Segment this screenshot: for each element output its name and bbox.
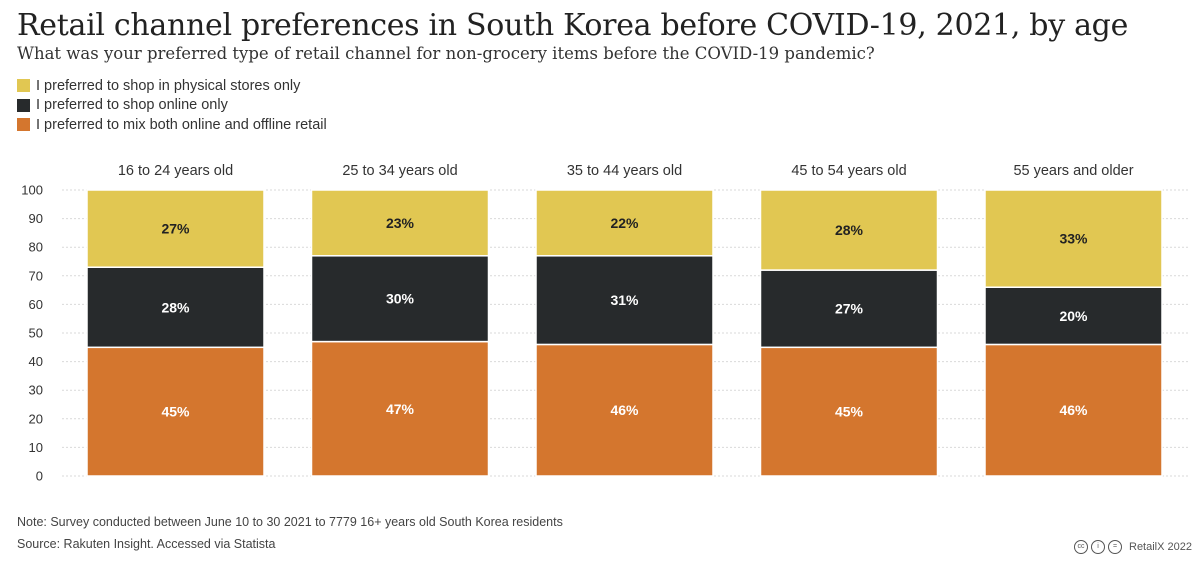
legend-item-online: I preferred to shop online only bbox=[17, 96, 327, 116]
chart-title: Retail channel preferences in South Kore… bbox=[17, 8, 1129, 43]
y-tick-label-20: 20 bbox=[29, 411, 43, 426]
bar-segment-4-2 bbox=[984, 189, 1163, 288]
category-label-2: 35 to 44 years old bbox=[567, 163, 682, 179]
bar-segment-3-2 bbox=[759, 189, 939, 271]
credit: cc i = RetailX 2022 bbox=[1074, 540, 1192, 554]
category-label-3: 45 to 54 years old bbox=[791, 163, 906, 179]
bar-segment-0-2 bbox=[86, 189, 265, 268]
bar-segment-2-2 bbox=[535, 189, 714, 257]
category-label-0: 16 to 24 years old bbox=[118, 163, 233, 179]
data-label-2-0: 46% bbox=[610, 402, 639, 418]
data-label-4-0: 46% bbox=[1059, 402, 1088, 418]
data-label-1-2: 23% bbox=[386, 215, 415, 231]
y-tick-label-0: 0 bbox=[36, 469, 43, 484]
category-label-1: 25 to 34 years old bbox=[342, 163, 457, 179]
legend-item-mixed: I preferred to mix both online and offli… bbox=[17, 115, 327, 135]
bar-segment-2-1 bbox=[535, 255, 714, 346]
bar-segment-3-0 bbox=[759, 346, 939, 477]
bar-segment-0-0 bbox=[86, 346, 265, 477]
attribution-icon: i bbox=[1091, 540, 1105, 554]
bar-segment-1-0 bbox=[310, 340, 490, 477]
data-label-0-1: 28% bbox=[161, 299, 190, 315]
data-label-3-2: 28% bbox=[835, 222, 864, 238]
bar-segment-4-0 bbox=[984, 343, 1163, 477]
bar-segment-3-1 bbox=[759, 269, 939, 349]
legend-swatch-online bbox=[17, 98, 30, 112]
no-derivatives-icon: = bbox=[1108, 540, 1122, 554]
creative-commons-icon: cc bbox=[1074, 540, 1088, 554]
data-label-2-1: 31% bbox=[610, 292, 639, 308]
data-label-1-1: 30% bbox=[386, 291, 415, 307]
bar-segment-1-1 bbox=[310, 255, 490, 343]
legend-swatch-physical bbox=[17, 79, 30, 93]
data-label-4-1: 20% bbox=[1059, 308, 1088, 324]
data-label-4-2: 33% bbox=[1059, 231, 1088, 247]
y-tick-label-60: 60 bbox=[29, 297, 43, 312]
y-tick-label-30: 30 bbox=[29, 383, 43, 398]
y-tick-label-50: 50 bbox=[29, 326, 43, 341]
y-tick-label-80: 80 bbox=[29, 240, 43, 255]
legend-swatch-mixed bbox=[17, 118, 30, 132]
data-label-3-1: 27% bbox=[835, 301, 864, 317]
legend-label-mixed: I preferred to mix both online and offli… bbox=[36, 116, 327, 133]
data-label-0-0: 45% bbox=[161, 404, 190, 420]
y-tick-label-100: 100 bbox=[21, 183, 43, 198]
legend: I preferred to shop in physical stores o… bbox=[17, 76, 327, 135]
y-tick-label-10: 10 bbox=[29, 440, 43, 455]
y-tick-label-40: 40 bbox=[29, 354, 43, 369]
footnote: Note: Survey conducted between June 10 t… bbox=[17, 515, 563, 529]
chart-subtitle: What was your preferred type of retail c… bbox=[17, 44, 875, 63]
legend-label-physical: I preferred to shop in physical stores o… bbox=[36, 77, 301, 94]
credit-label: RetailX 2022 bbox=[1129, 541, 1192, 553]
data-label-1-0: 47% bbox=[386, 401, 415, 417]
data-label-2-2: 22% bbox=[610, 215, 639, 231]
bar-segment-0-1 bbox=[86, 266, 265, 349]
stacked-bar-chart: 0 10 20 30 40 50 60 70 80 90 100 16 to 24 years old… bbox=[21, 163, 1190, 484]
y-tick-label-70: 70 bbox=[29, 268, 43, 283]
y-tick-label-90: 90 bbox=[29, 211, 43, 226]
legend-label-online: I preferred to shop online only bbox=[36, 97, 228, 114]
source-line: Source: Rakuten Insight. Accessed via St… bbox=[17, 537, 276, 551]
bar-segment-1-2 bbox=[310, 189, 490, 257]
legend-item-physical: I preferred to shop in physical stores o… bbox=[17, 76, 327, 96]
data-label-0-2: 27% bbox=[161, 221, 190, 237]
category-label-4: 55 years and older bbox=[1013, 163, 1133, 179]
bar-segment-2-0 bbox=[535, 343, 714, 477]
data-label-3-0: 45% bbox=[835, 404, 864, 420]
